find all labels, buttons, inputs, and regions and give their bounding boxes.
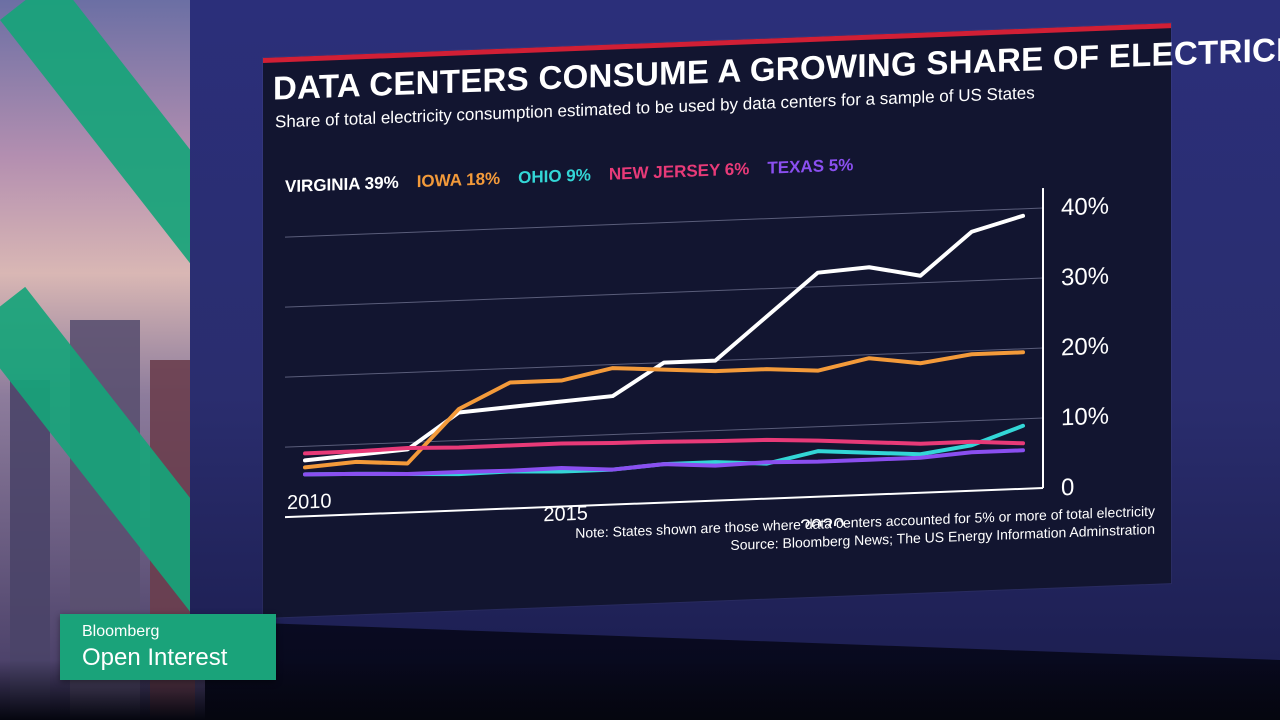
y-tick-label: 10% [1061, 403, 1109, 432]
series-line-texas [303, 448, 1025, 477]
x-tick-label: 2010 [287, 490, 331, 514]
gridline [285, 207, 1043, 238]
gridline [285, 277, 1043, 308]
y-tick-label: 40% [1061, 193, 1109, 222]
series-line-new-jersey [303, 437, 1025, 456]
x-tick-label: 2015 [543, 503, 587, 527]
y-tick-label: 0 [1061, 474, 1074, 502]
series-line-virginia [303, 213, 1025, 463]
gridline [285, 417, 1043, 448]
city-backdrop [0, 0, 205, 720]
chart-panel: DATA CENTERS CONSUME A GROWING SHARE OF … [263, 23, 1280, 618]
logo-brand: Bloomberg [82, 623, 160, 640]
series-line-iowa [303, 350, 1025, 470]
show-logo: Bloomberg Open Interest [60, 614, 276, 680]
y-tick-label: 30% [1061, 263, 1109, 292]
logo-show-name: Open Interest [82, 644, 228, 671]
x-axis [285, 487, 1043, 519]
y-tick-label: 20% [1061, 333, 1109, 362]
